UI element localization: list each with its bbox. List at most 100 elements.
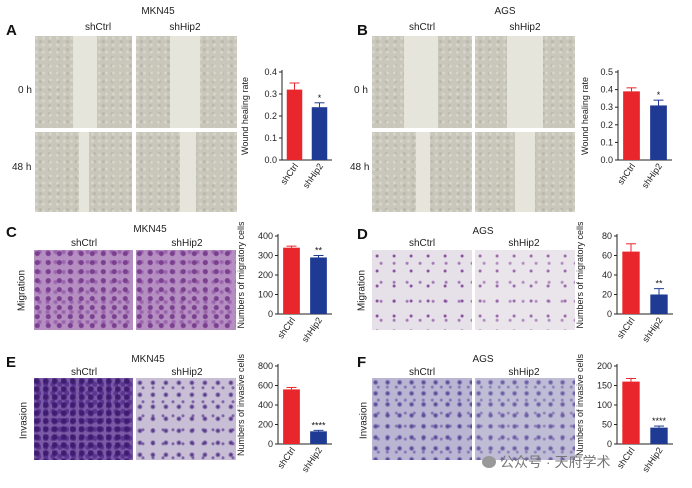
bar-shctrl bbox=[622, 381, 640, 444]
y-tick-label: 0.2 bbox=[264, 111, 277, 121]
significance-marker: **** bbox=[652, 416, 667, 426]
panel-f-col-shctrl: shCtrl bbox=[408, 367, 436, 378]
y-tick-label: 100 bbox=[597, 400, 612, 410]
watermark-label: 公众号 · 天府学术 bbox=[500, 454, 611, 470]
bar-chart-f: Numbers of invasive cells 0 50 100 150 200 shC… bbox=[575, 353, 673, 474]
panel-e-row-invasion: Invasion bbox=[18, 401, 30, 440]
panel-letter-e: E bbox=[6, 354, 17, 371]
x-tick-label: shCtrl bbox=[275, 445, 297, 470]
y-tick-label: 0.0 bbox=[264, 155, 277, 165]
y-tick-label: 300 bbox=[258, 251, 273, 261]
significance-marker: * bbox=[657, 90, 661, 100]
panel-a-col-shctrl: shCtrl bbox=[84, 22, 112, 33]
y-axis-label: Numbers of migratory cells bbox=[236, 222, 246, 329]
panel-a-col-shhip2: shHip2 bbox=[169, 22, 201, 33]
bar-shhip2 bbox=[650, 294, 668, 314]
panel-c-col-shctrl: shCtrl bbox=[70, 238, 98, 249]
micrograph-b-shctrl-48h bbox=[372, 132, 472, 212]
micrograph-d-shctrl bbox=[372, 250, 472, 330]
bar-chart-a: Wound healing rate 0.0 0.1 0.2 0.3 0.4 shCtrl *… bbox=[240, 67, 332, 190]
y-axis-label: Wound healing rate bbox=[240, 77, 250, 155]
y-axis-label: Numbers of invasive cells bbox=[575, 353, 585, 456]
panel-letter-d: D bbox=[357, 226, 368, 243]
micrograph-b-shhip2-48h bbox=[475, 132, 575, 212]
y-tick-label: 400 bbox=[258, 400, 273, 410]
panel-b-row-48h: 48 h bbox=[350, 162, 370, 173]
panel-d-col-shhip2: shHip2 bbox=[508, 238, 540, 249]
significance-marker: **** bbox=[311, 420, 326, 430]
y-tick-label: 20 bbox=[602, 290, 612, 300]
x-tick-label: shCtrl bbox=[275, 315, 297, 340]
bar-shctrl bbox=[283, 389, 300, 444]
y-tick-label: 0.3 bbox=[600, 102, 613, 112]
panel-f-title: AGS bbox=[472, 354, 494, 365]
y-tick-label: 0 bbox=[268, 439, 273, 449]
y-tick-label: 800 bbox=[258, 361, 273, 371]
y-tick-label: 0 bbox=[607, 439, 612, 449]
micrograph-a-shhip2-0h bbox=[136, 36, 237, 128]
panel-letter-b: B bbox=[357, 22, 368, 39]
micrograph-a-shctrl-48h bbox=[35, 132, 132, 212]
bar-chart-e: Numbers of invasive cells 0 200 400 600 800 sh… bbox=[236, 353, 332, 474]
x-tick-label: shHip2 bbox=[640, 445, 664, 474]
x-tick-label: shCtrl bbox=[278, 161, 300, 186]
panel-f-col-shhip2: shHip2 bbox=[508, 367, 540, 378]
y-tick-label: 50 bbox=[602, 420, 612, 430]
bar-shhip2 bbox=[311, 107, 328, 160]
panel-b-col-shhip2: shHip2 bbox=[509, 22, 541, 33]
significance-marker: ** bbox=[655, 279, 663, 289]
y-tick-label: 400 bbox=[258, 231, 273, 241]
panel-letter-a: A bbox=[6, 22, 17, 39]
x-tick-label: shHip2 bbox=[640, 315, 664, 344]
y-axis-label: Wound healing rate bbox=[580, 77, 590, 155]
y-tick-label: 0.0 bbox=[600, 155, 613, 165]
micrograph-f-shctrl bbox=[372, 378, 472, 460]
bar-chart-b: Wound healing rate 0.0 0.1 0.2 0.3 0.4 0.5 shCt… bbox=[580, 67, 672, 190]
y-tick-label: 60 bbox=[602, 251, 612, 261]
y-axis-label: Numbers of migratory cells bbox=[575, 222, 585, 329]
significance-marker: ** bbox=[315, 246, 323, 256]
micrograph-c-shhip2 bbox=[136, 250, 236, 330]
micrograph-e-shctrl bbox=[34, 378, 133, 460]
panel-a-row-48h: 48 h bbox=[12, 162, 32, 173]
panel-f-row-invasion: Invasion bbox=[358, 401, 370, 440]
watermark-text: 公众号 · 天府学术 bbox=[482, 452, 610, 472]
y-tick-label: 600 bbox=[258, 381, 273, 391]
micrograph-b-shctrl-0h bbox=[372, 36, 472, 128]
x-tick-label: shHip2 bbox=[301, 161, 325, 190]
y-tick-label: 150 bbox=[597, 381, 612, 391]
y-tick-label: 0.1 bbox=[264, 133, 277, 143]
panel-b-col-shctrl: shCtrl bbox=[408, 22, 436, 33]
bar-shctrl bbox=[286, 89, 303, 160]
bar-chart-c: Numbers of migratory cells 0 100 200 300 400 s… bbox=[236, 222, 332, 344]
panel-d-row-migration: Migration bbox=[356, 269, 368, 312]
micrograph-e-shhip2 bbox=[136, 378, 236, 460]
y-tick-label: 200 bbox=[258, 270, 273, 280]
x-tick-label: shHip2 bbox=[300, 445, 324, 474]
panel-e-title: MKN45 bbox=[131, 354, 165, 365]
y-tick-label: 100 bbox=[258, 290, 273, 300]
x-tick-label: shCtrl bbox=[615, 315, 637, 340]
panel-c-title: MKN45 bbox=[133, 224, 167, 235]
y-tick-label: 40 bbox=[602, 270, 612, 280]
panel-a-row-0h: 0 h bbox=[18, 85, 32, 96]
bar-shhip2 bbox=[310, 257, 327, 314]
panel-e-col-shhip2: shHip2 bbox=[171, 367, 203, 378]
wechat-icon bbox=[482, 456, 496, 468]
bar-chart-d: Numbers of migratory cells 0 20 40 60 80 shCtr… bbox=[575, 222, 673, 344]
y-tick-label: 0.3 bbox=[264, 89, 277, 99]
panel-d-title: AGS bbox=[472, 226, 494, 237]
micrograph-f-shhip2 bbox=[475, 378, 575, 460]
y-tick-label: 0 bbox=[607, 309, 612, 319]
x-tick-label: shHip2 bbox=[640, 161, 664, 190]
bar-shctrl bbox=[283, 247, 300, 314]
y-tick-label: 0.2 bbox=[600, 120, 613, 130]
x-tick-label: shHip2 bbox=[300, 315, 324, 344]
y-tick-label: 0.4 bbox=[600, 85, 613, 95]
panel-e-col-shctrl: shCtrl bbox=[70, 367, 98, 378]
x-tick-label: shCtrl bbox=[615, 445, 637, 470]
x-tick-label: shCtrl bbox=[615, 161, 637, 186]
panel-letter-c: C bbox=[6, 224, 17, 241]
y-tick-label: 200 bbox=[258, 420, 273, 430]
micrograph-c-shctrl bbox=[34, 250, 133, 330]
